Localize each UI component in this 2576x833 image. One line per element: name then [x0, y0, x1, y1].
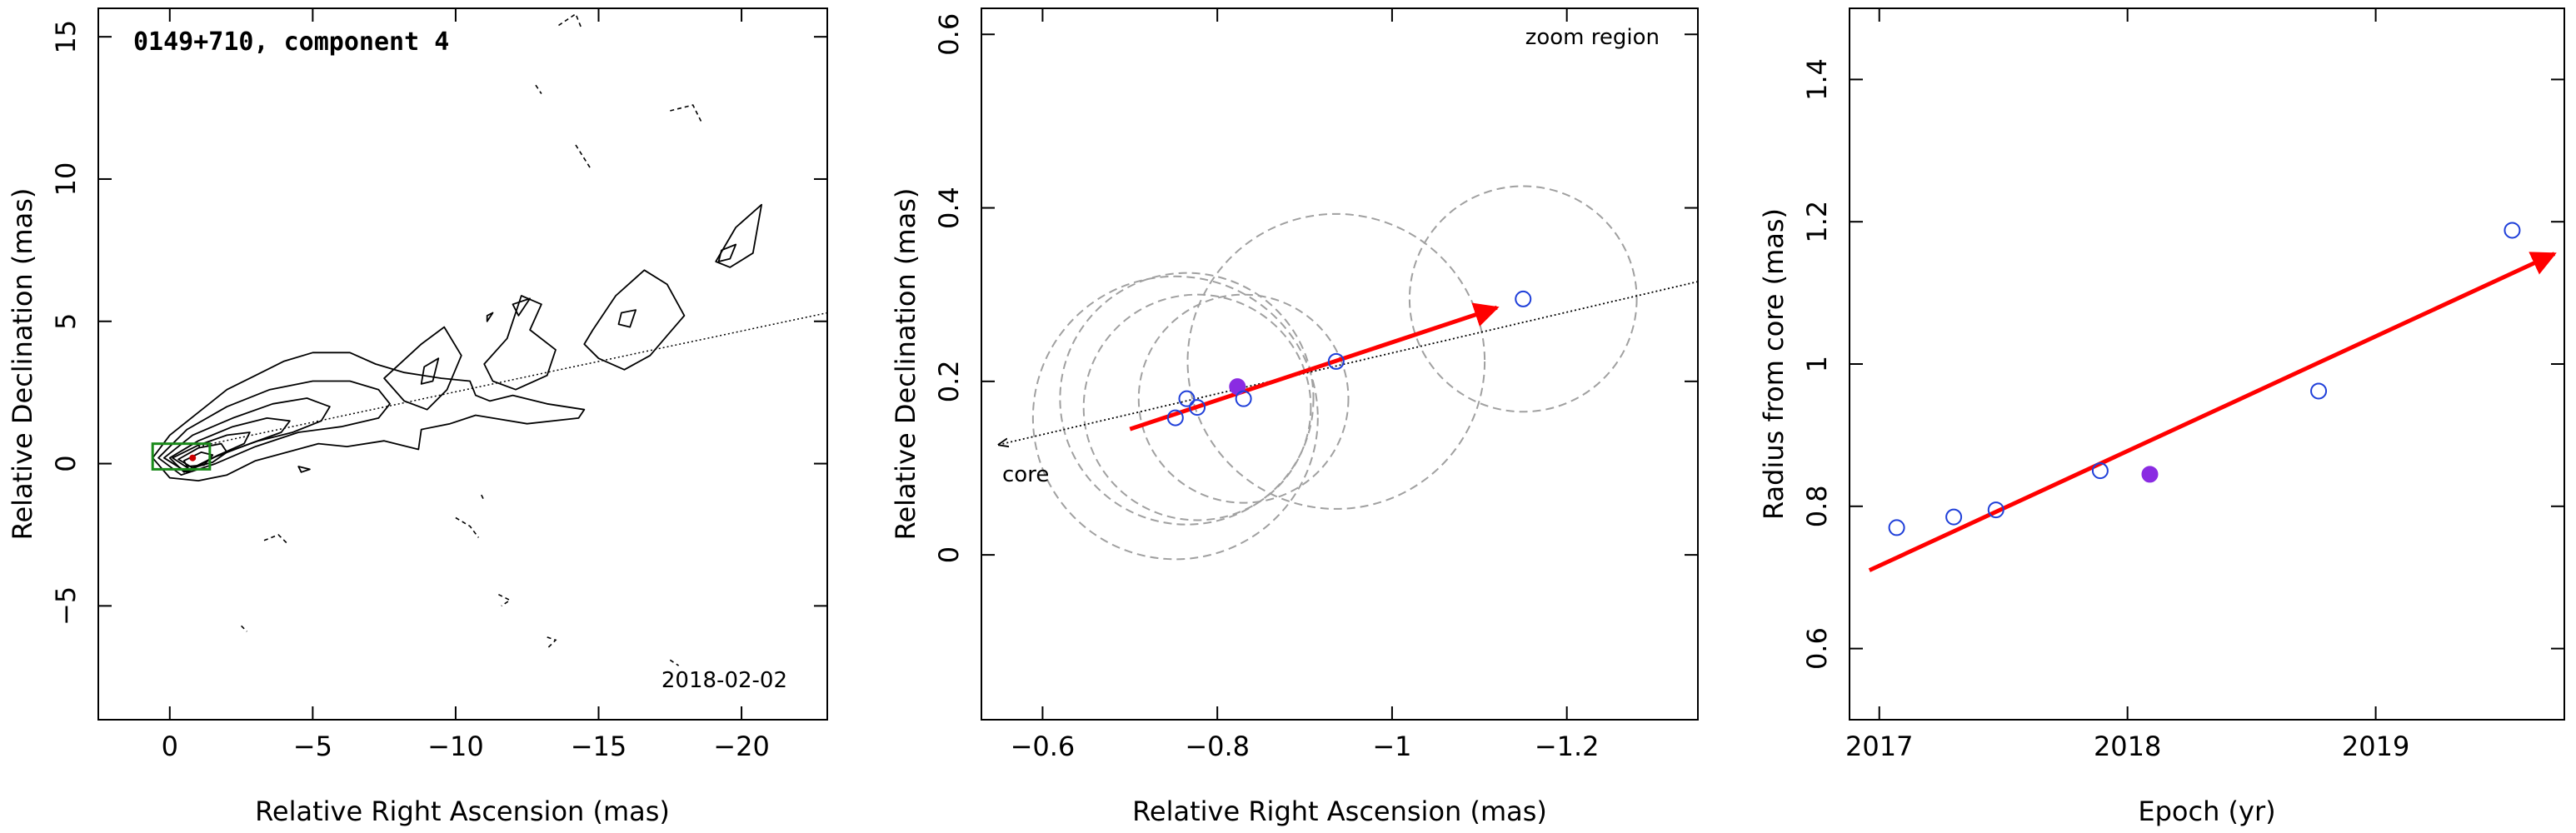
y-axis-title: Relative Declination (mas)	[890, 188, 921, 541]
y-tick-label: 15	[50, 20, 82, 54]
component-size-circle	[1186, 212, 1486, 510]
contour-line	[172, 431, 251, 471]
x-tick-label: −5	[293, 731, 332, 762]
observation-date: 2018-02-02	[661, 668, 787, 693]
component-size-circle	[1137, 293, 1350, 504]
negative-contour	[547, 636, 557, 650]
contour-line	[715, 203, 762, 268]
radius-point	[2310, 382, 2328, 400]
contour-line	[177, 442, 228, 469]
linear-fit-arrow	[1868, 252, 2557, 572]
y-tick-label: 0.6	[1801, 627, 1833, 670]
y-tick-label: 0.2	[933, 360, 965, 402]
contour-line	[162, 397, 331, 473]
zoom-region-label: zoom region	[1525, 25, 1660, 50]
panel-title: 0149+710, component 4	[133, 27, 449, 57]
component-size-circle	[1082, 293, 1312, 521]
x-tick-label: 0	[162, 731, 178, 762]
x-tick-label: −20	[713, 731, 770, 762]
negative-contour	[241, 625, 247, 632]
contour-line	[182, 451, 214, 467]
component-size-circle	[1408, 185, 1638, 413]
radius-epoch-panel: 2017 2018 2019 0.6 0.8 1 1.2 1.4 Epoch (yr) Rad…	[1758, 7, 2565, 827]
contour-line	[420, 357, 440, 385]
x-tick-label: −15	[571, 731, 627, 762]
position-point	[1189, 399, 1206, 416]
negative-contour	[670, 104, 702, 122]
negative-contour	[498, 593, 512, 607]
zoom-region-panel: −0.6 −0.8 −1 −1.2 0 0.2 0.4 0.6 zoom region cor…	[890, 7, 1699, 827]
radius-point	[2504, 222, 2521, 239]
y-axis-title: Relative Declination (mas)	[7, 188, 38, 541]
position-point	[1235, 390, 1252, 407]
contour-line	[152, 352, 586, 481]
x-axis-title: Relative Right Ascension (mas)	[1132, 796, 1547, 827]
negative-contour	[481, 494, 485, 501]
position-point	[1327, 352, 1345, 370]
radius-point-current	[2141, 466, 2159, 483]
y-tick-label: 10	[50, 162, 82, 197]
x-tick-label: 2018	[2094, 731, 2161, 762]
motion-vector-arrow	[1129, 302, 1500, 431]
position-point	[1178, 390, 1196, 407]
negative-contour	[558, 12, 582, 29]
negative-contour	[263, 534, 288, 544]
radius-point	[1987, 501, 2004, 519]
position-point	[1515, 290, 1532, 307]
y-tick-label: 5	[50, 313, 82, 330]
contour-line	[483, 295, 557, 391]
radius-point	[1945, 508, 1963, 526]
y-tick-label: 0.4	[933, 187, 965, 229]
core-direction-line	[999, 281, 1698, 445]
y-tick-label: 0.8	[1801, 485, 1833, 527]
y-tick-label: 0.6	[933, 13, 965, 56]
x-tick-label: 2017	[1845, 731, 1913, 762]
component-size-circle	[1059, 272, 1315, 526]
y-tick-label: −5	[50, 586, 82, 626]
x-tick-label: 2019	[2342, 731, 2409, 762]
core-label: core	[1002, 462, 1049, 487]
contour-line	[717, 243, 737, 262]
x-axis-title: Relative Right Ascension (mas)	[255, 796, 670, 827]
contour-map-panel: 0 −5 −10 −15 −20 −5 0 5 10 15 0149+710, component…	[7, 7, 828, 827]
x-tick-label: −10	[427, 731, 484, 762]
x-axis-title: Epoch (yr)	[2138, 796, 2275, 827]
contour-line	[512, 297, 531, 317]
y-tick-label: 0	[50, 455, 82, 471]
contour-line	[383, 326, 462, 411]
x-tick-label: −0.6	[1011, 731, 1076, 762]
x-tick-label: −1.2	[1535, 731, 1600, 762]
plot-frame	[1849, 7, 2565, 721]
y-tick-label: 0	[933, 546, 965, 563]
contour-line	[297, 466, 311, 473]
y-tick-label: 1.2	[1801, 201, 1833, 243]
negative-contour	[535, 84, 542, 94]
component-marker	[189, 454, 197, 461]
plot-frame	[981, 7, 1699, 721]
component-size-circle	[1031, 275, 1319, 561]
plot-frame	[97, 7, 828, 721]
position-point	[1166, 409, 1184, 426]
contour-line	[486, 312, 494, 322]
negative-contour	[455, 516, 480, 538]
x-tick-label: −1	[1372, 731, 1411, 762]
y-tick-label: 1.4	[1801, 58, 1833, 101]
contour-line	[583, 269, 686, 371]
contour-line	[168, 416, 291, 473]
jet-direction-line	[197, 312, 827, 447]
negative-contour	[575, 144, 591, 168]
zoom-region-box	[151, 442, 212, 471]
radius-point	[1888, 519, 1905, 536]
x-tick-label: −0.8	[1185, 731, 1250, 762]
contour-line	[157, 380, 391, 476]
y-tick-label: 1	[1801, 356, 1833, 372]
radius-point	[2091, 462, 2109, 480]
negative-contour	[669, 659, 680, 666]
contour-line	[617, 309, 637, 328]
y-axis-title: Radius from core (mas)	[1758, 208, 1790, 520]
